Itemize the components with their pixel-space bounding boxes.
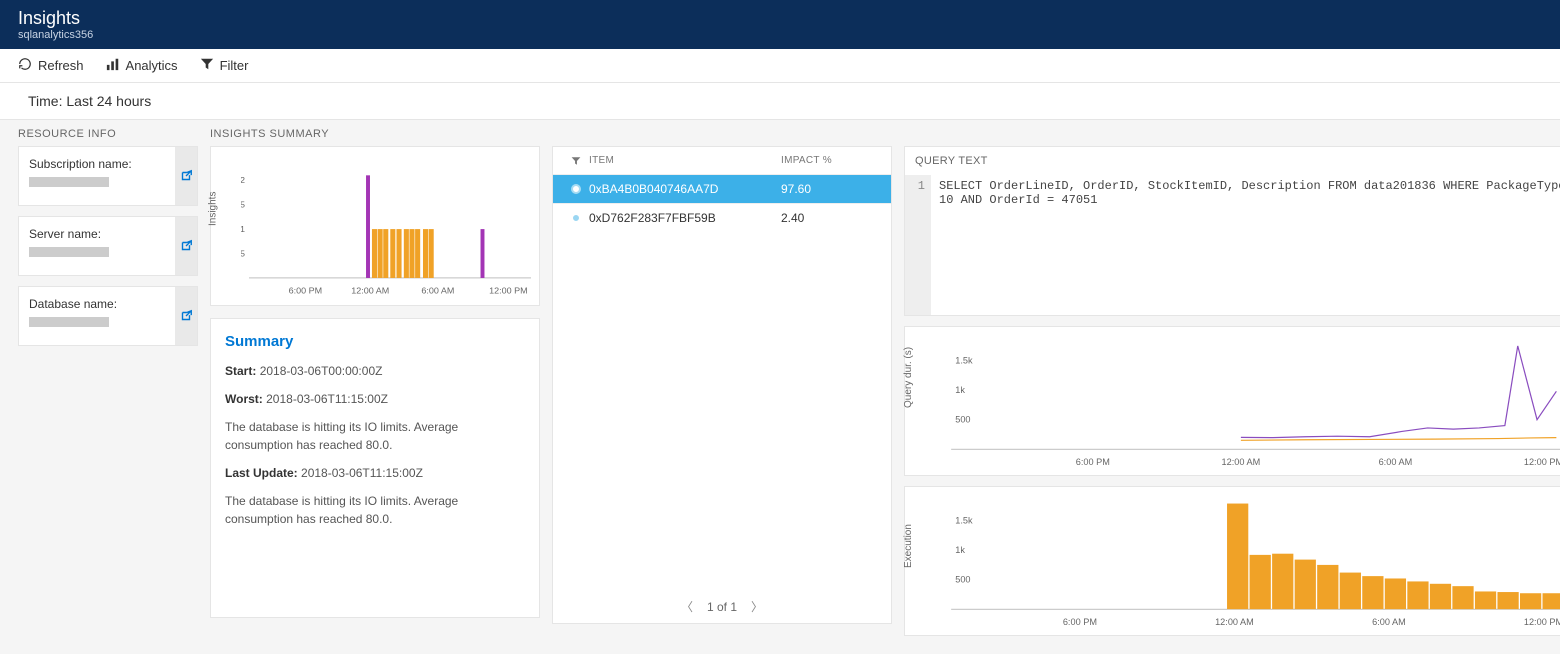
pager-prev[interactable]: 〈: [681, 598, 693, 615]
toolbar: Refresh Analytics Filter: [0, 49, 1560, 83]
svg-text:1.5k: 1.5k: [955, 356, 973, 366]
svg-text:6:00 PM: 6:00 PM: [1076, 457, 1110, 467]
query-duration-chart: Query dur. (s) 500 1k 1.5k 6:00 PM 12:00 AM 6…: [904, 326, 1560, 476]
execution-ylabel: Execution: [903, 524, 914, 568]
svg-text:6:00 AM: 6:00 AM: [421, 285, 454, 295]
svg-text:6:00 PM: 6:00 PM: [289, 285, 322, 295]
svg-text:1: 1: [241, 224, 245, 234]
info-card: Server name:: [18, 216, 198, 276]
refresh-label: Refresh: [38, 58, 84, 73]
info-card-label: Database name:: [29, 297, 187, 311]
resource-info-column: RESOURCE INFO Subscription name: Server …: [18, 128, 198, 636]
summary-start: Start: 2018-03-06T00:00:00Z: [225, 362, 525, 380]
svg-text:2: 2: [241, 175, 245, 185]
filter-icon: [200, 57, 214, 74]
page-subtitle: sqlanalytics356: [18, 29, 1542, 41]
insights-summary-title: INSIGHTS SUMMARY: [210, 128, 540, 140]
query-panel: QUERY TEXT 1 SELECT OrderLineID, OrderID…: [904, 146, 1560, 316]
query-text: SELECT OrderLineID, OrderID, StockItemID…: [931, 175, 1560, 315]
summary-text2: The database is hitting its IO limits. A…: [225, 492, 525, 528]
svg-text:1.5: 1.5: [241, 200, 245, 210]
analytics-label: Analytics: [126, 58, 178, 73]
svg-text:12:00 PM: 12:00 PM: [489, 285, 527, 295]
page-title: Insights: [18, 8, 1542, 29]
svg-text:12:00 PM: 12:00 PM: [1524, 617, 1560, 627]
svg-text:6:00 AM: 6:00 AM: [1372, 617, 1406, 627]
execution-chart: Execution 500 1k 1.5k 6:00 PM 12:00 AM 6:00 A…: [904, 486, 1560, 636]
row-impact: 2.40: [781, 211, 881, 225]
summary-heading: Summary: [225, 333, 525, 350]
time-range-label: Time: Last 24 hours: [0, 83, 1560, 120]
table-row[interactable]: 0xBA4B0B040746AA7D 97.60: [553, 174, 891, 203]
summary-text1: The database is hitting its IO limits. A…: [225, 418, 525, 454]
item-table-header: ITEM IMPACT %: [553, 147, 891, 174]
refresh-button[interactable]: Refresh: [18, 57, 84, 74]
svg-text:12:00 AM: 12:00 AM: [1215, 617, 1254, 627]
resource-info-title: RESOURCE INFO: [18, 128, 198, 140]
info-card-value: [29, 317, 109, 327]
open-external-icon[interactable]: [175, 147, 197, 205]
query-heading: QUERY TEXT: [905, 147, 1560, 175]
item-table-column: ITEM IMPACT % 0xBA4B0B040746AA7D 97.60 0…: [552, 128, 892, 636]
row-marker-icon: [571, 213, 581, 223]
info-card-value: [29, 247, 109, 257]
info-card-label: Server name:: [29, 227, 187, 241]
row-item: 0xD762F283F7FBF59B: [589, 211, 781, 225]
summary-worst: Worst: 2018-03-06T11:15:00Z: [225, 390, 525, 408]
summary-panel: Summary Start: 2018-03-06T00:00:00Z Wors…: [210, 318, 540, 618]
svg-text:0.5: 0.5: [241, 249, 245, 259]
page-header: Insights sqlanalytics356: [0, 0, 1560, 49]
query-column: QUERY TEXT 1 SELECT OrderLineID, OrderID…: [904, 128, 1560, 636]
row-item: 0xBA4B0B040746AA7D: [589, 182, 781, 196]
filter-button[interactable]: Filter: [200, 57, 249, 74]
svg-text:6:00 AM: 6:00 AM: [1379, 457, 1413, 467]
filter-icon[interactable]: [563, 156, 589, 166]
refresh-icon: [18, 57, 32, 74]
pager: 〈 1 of 1 〉: [553, 590, 891, 623]
col-impact[interactable]: IMPACT %: [781, 155, 881, 166]
filter-label: Filter: [220, 58, 249, 73]
item-table: ITEM IMPACT % 0xBA4B0B040746AA7D 97.60 0…: [552, 146, 892, 624]
col-item[interactable]: ITEM: [589, 155, 781, 166]
svg-text:12:00 AM: 12:00 AM: [351, 285, 389, 295]
svg-text:12:00 PM: 12:00 PM: [1524, 457, 1560, 467]
row-marker-icon: [571, 184, 581, 194]
info-card-label: Subscription name:: [29, 157, 187, 171]
open-external-icon[interactable]: [175, 287, 197, 345]
insights-summary-column: INSIGHTS SUMMARY Insights 0.5 1 1.5 2 6:00 P…: [210, 128, 540, 636]
line-number: 1: [905, 175, 931, 315]
pager-label: 1 of 1: [707, 600, 737, 614]
info-card: Database name:: [18, 286, 198, 346]
analytics-button[interactable]: Analytics: [106, 57, 178, 74]
svg-text:1k: 1k: [955, 385, 965, 395]
svg-text:500: 500: [955, 575, 970, 585]
svg-text:12:00 AM: 12:00 AM: [1222, 457, 1261, 467]
svg-text:6:00 PM: 6:00 PM: [1063, 617, 1097, 627]
open-external-icon[interactable]: [175, 217, 197, 275]
svg-text:1k: 1k: [955, 545, 965, 555]
duration-ylabel: Query dur. (s): [903, 347, 914, 408]
insights-chart: Insights 0.5 1 1.5 2 6:00 PM 12:00 AM 6:00 AM 1…: [210, 146, 540, 306]
insights-ylabel: Insights: [208, 192, 219, 226]
svg-text:1.5k: 1.5k: [955, 516, 973, 526]
query-code: 1 SELECT OrderLineID, OrderID, StockItem…: [905, 175, 1560, 315]
summary-last-update: Last Update: 2018-03-06T11:15:00Z: [225, 464, 525, 482]
analytics-icon: [106, 57, 120, 74]
svg-text:500: 500: [955, 415, 970, 425]
pager-next[interactable]: 〉: [751, 598, 763, 615]
row-impact: 97.60: [781, 182, 881, 196]
info-card-value: [29, 177, 109, 187]
info-card: Subscription name:: [18, 146, 198, 206]
table-row[interactable]: 0xD762F283F7FBF59B 2.40: [553, 203, 891, 232]
